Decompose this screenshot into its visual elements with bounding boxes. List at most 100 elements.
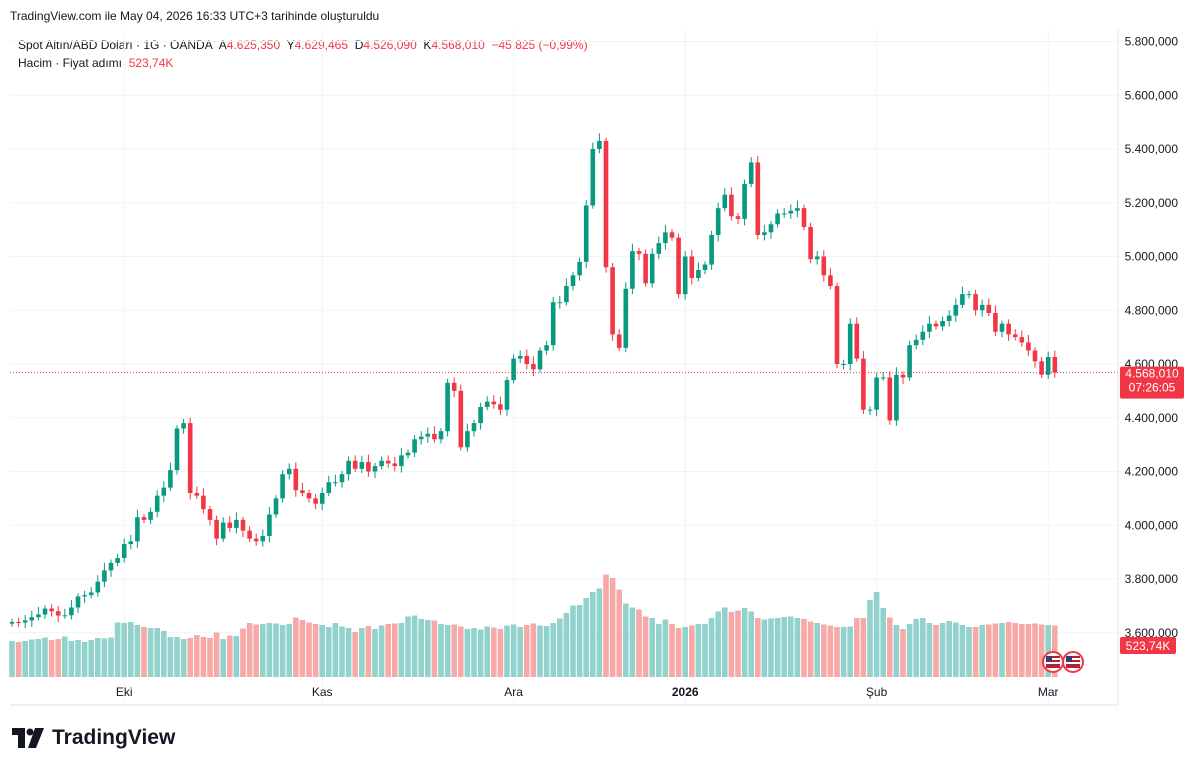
candle-body: [775, 213, 780, 225]
candle-body: [432, 433, 437, 440]
volume-bar: [517, 627, 523, 677]
y-tick-label: 4.200,000: [1125, 465, 1179, 479]
volume-bar: [992, 623, 999, 677]
volume-bar: [345, 628, 352, 677]
time-axis[interactable]: EkiKasAra2026ŞubMarNisMay: [116, 685, 1200, 699]
candle-body: [920, 331, 926, 340]
candle-body: [1026, 342, 1031, 351]
volume-bar: [161, 631, 167, 677]
volume-bar: [794, 618, 801, 677]
candle-body: [511, 358, 516, 381]
candle-body: [207, 509, 213, 520]
volume-legend[interactable]: Hacim · Fiyat adımı 523,74K: [18, 56, 173, 70]
candles: [9, 133, 1058, 628]
volume-bar: [900, 629, 906, 677]
volume-bar: [1005, 622, 1012, 677]
price-axis[interactable]: 5.800,000 5.600,000 5.400,000 5.200,000 4.80…: [1125, 35, 1179, 640]
last-price-badge[interactable]: 4.568,010 07:26:05: [1120, 366, 1184, 399]
volume-bar: [114, 622, 121, 677]
candle-body: [399, 455, 404, 467]
y-tick-label: 5.400,000: [1125, 142, 1179, 156]
candle-body: [227, 522, 233, 528]
volume-bar: [365, 626, 372, 677]
volume-bar: [801, 619, 807, 677]
candle-body: [220, 522, 226, 539]
candle-body: [564, 286, 569, 303]
volume-bar: [15, 642, 22, 677]
candle-body: [319, 493, 325, 504]
candle-body: [69, 607, 74, 616]
volume-bar: [299, 620, 306, 677]
candle-body: [425, 433, 431, 437]
volume-bar: [497, 629, 504, 677]
candle-body: [247, 530, 252, 539]
candle-body: [656, 243, 662, 254]
candle-body: [953, 304, 959, 316]
volume-bar: [557, 618, 563, 677]
candle-body: [62, 615, 68, 617]
volume-bar: [702, 624, 708, 677]
volume-bar: [550, 623, 556, 677]
candle-body: [392, 463, 398, 467]
candle-body: [742, 183, 747, 219]
y-tick-label: 5.000,000: [1125, 250, 1179, 264]
candle-body: [550, 302, 556, 346]
volume-bar: [821, 624, 827, 677]
volume-bar: [286, 624, 292, 677]
candle-body: [801, 208, 807, 227]
volume-bar: [662, 619, 669, 677]
candle-body: [412, 439, 417, 453]
volume-bar: [154, 628, 160, 677]
candle-body: [630, 251, 635, 289]
candle-body: [537, 350, 543, 370]
volume-bar: [359, 628, 365, 677]
y-tick-label: 5.200,000: [1125, 196, 1179, 210]
volume-bar: [273, 623, 279, 677]
volume-bar: [464, 629, 471, 677]
volume-bar: [999, 623, 1005, 677]
candle-body: [194, 493, 200, 496]
volume-bar: [623, 603, 629, 677]
candle-body: [603, 140, 609, 268]
volume-bar: [583, 598, 589, 677]
volume-bar: [108, 637, 114, 677]
candle-body: [570, 275, 576, 287]
candle-body: [986, 304, 992, 313]
candle-body: [372, 466, 378, 472]
volume-bar: [504, 625, 510, 677]
last-volume-badge[interactable]: 523,74K: [1120, 637, 1176, 654]
volume-bar: [253, 624, 259, 677]
volume-bar: [603, 574, 609, 677]
y-tick-label: 3.800,000: [1125, 572, 1179, 586]
candle-body: [339, 474, 345, 483]
volume-bar: [946, 621, 952, 677]
candle-body: [465, 431, 470, 448]
candle-body: [29, 617, 35, 621]
volume-bar: [576, 605, 583, 677]
volume-bar: [88, 640, 94, 677]
volume-bar: [636, 609, 642, 677]
candle-body: [999, 323, 1005, 332]
x-tick-label: Eki: [116, 685, 133, 699]
candle-body: [253, 538, 259, 542]
candle-body: [709, 235, 714, 265]
event-flags[interactable]: [1042, 651, 1084, 673]
volume-bar: [1032, 623, 1038, 677]
candle-body: [1006, 323, 1011, 335]
volume-bar: [1045, 625, 1051, 677]
volume-bar: [213, 632, 220, 677]
candle-body: [781, 213, 787, 215]
candle-body: [1032, 350, 1038, 362]
candle-body: [577, 261, 582, 276]
volume-bar: [609, 578, 616, 677]
candle-body: [75, 596, 81, 608]
volume-bar: [781, 617, 787, 677]
volume-bar: [55, 639, 61, 677]
volume-bar: [101, 638, 108, 677]
volume-bar: [616, 589, 622, 677]
tradingview-logo[interactable]: TradingView: [12, 726, 175, 750]
volume-bar: [279, 625, 286, 677]
grid-lines: [10, 30, 1118, 705]
candle-body: [418, 436, 424, 440]
